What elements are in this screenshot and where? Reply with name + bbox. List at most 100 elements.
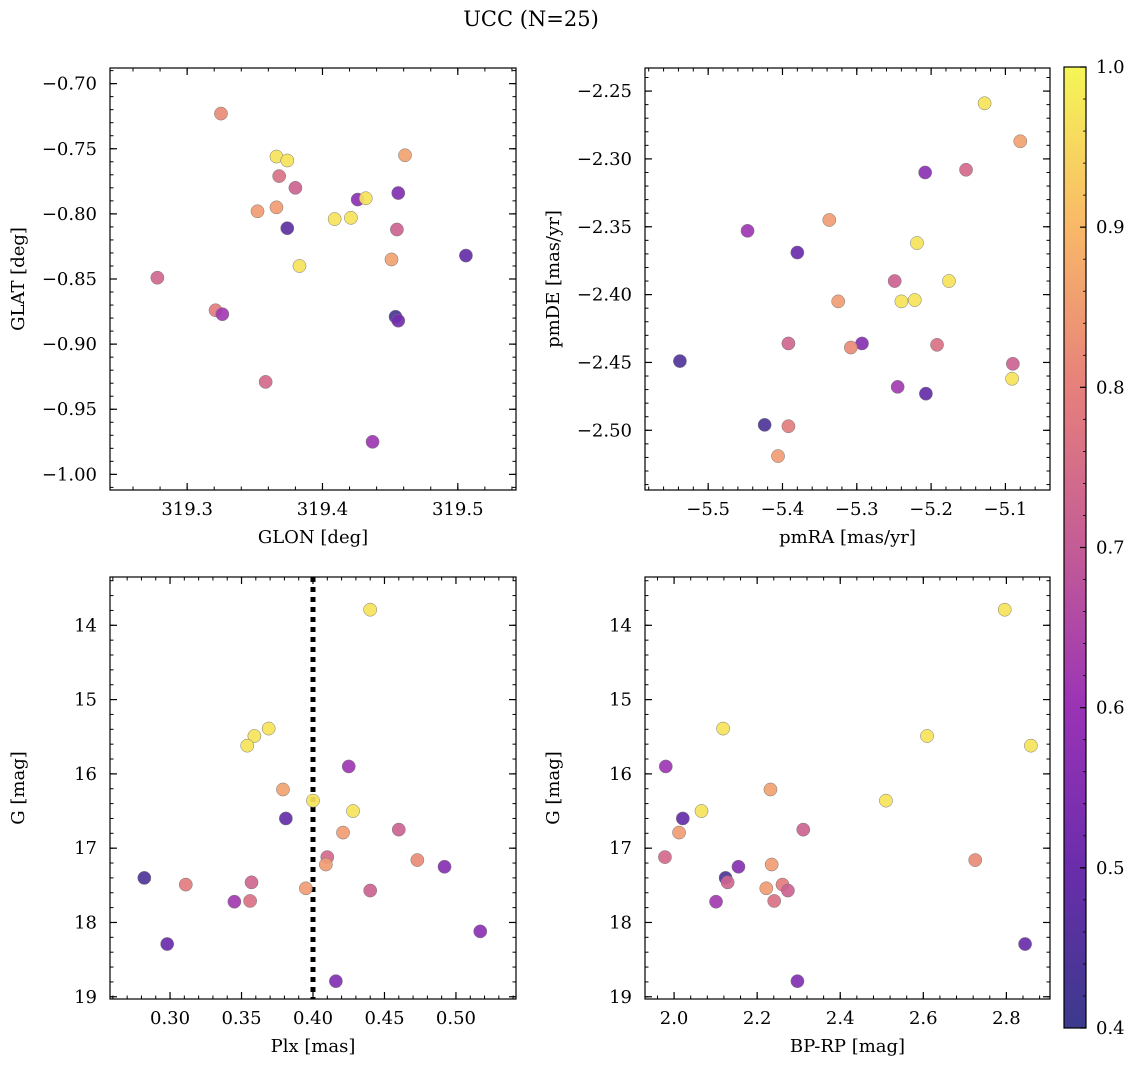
scatter-point xyxy=(767,894,782,908)
scatter-point xyxy=(437,859,452,874)
scatter-point xyxy=(959,162,973,177)
scatter-point xyxy=(365,434,380,449)
y-tick-label: −0.70 xyxy=(42,74,97,95)
y-tick-label: −0.75 xyxy=(42,139,97,160)
scatter-point xyxy=(920,729,934,743)
y-tick-label: 15 xyxy=(74,690,97,711)
scatter-point xyxy=(214,106,228,121)
scatter-point xyxy=(250,204,265,219)
x-tick-label: −5.3 xyxy=(835,499,879,520)
scatter-point xyxy=(675,811,690,826)
scatter-point xyxy=(410,853,425,867)
scatter-point xyxy=(280,153,295,168)
y-tick-label: −0.90 xyxy=(42,334,97,355)
y-tick-label: 17 xyxy=(74,838,97,859)
scatter-point xyxy=(907,293,922,307)
scatter-point xyxy=(243,894,257,908)
scatter-point xyxy=(918,165,933,180)
y-tick-label: 16 xyxy=(609,764,632,785)
x-tick-label: −5.2 xyxy=(909,499,953,520)
scatter-point xyxy=(258,375,273,389)
y-tick-label: 16 xyxy=(74,764,97,785)
scatter-point xyxy=(672,825,686,840)
scatter-point xyxy=(831,294,846,309)
x-tick-label: 319.4 xyxy=(297,499,349,520)
axes-frame xyxy=(644,67,1051,491)
scatter-point xyxy=(673,354,687,368)
scatter-point xyxy=(658,759,673,774)
colorbar-tick-label: 0.7 xyxy=(1096,538,1125,559)
colorbar-tick-label: 0.5 xyxy=(1096,858,1125,879)
scatter-point xyxy=(363,602,378,617)
y-tick-label: −0.95 xyxy=(42,399,97,420)
colorbar-tick-label: 0.6 xyxy=(1096,698,1125,719)
scatter-point xyxy=(272,169,287,183)
data-layer xyxy=(658,602,1038,989)
panel-glon-glat: 319.3 319.4 319.5 −1.00 −0.95 −0.90 −0.85 −0.80… xyxy=(8,67,517,548)
y-tick-label: 14 xyxy=(74,615,97,636)
scatter-point xyxy=(336,825,350,840)
scatter-point xyxy=(1024,738,1038,753)
scatter-point xyxy=(781,336,796,351)
scatter-point xyxy=(716,721,730,736)
x-tick-label: 2.4 xyxy=(826,1008,855,1029)
x-tick-label: 0.50 xyxy=(436,1008,476,1029)
colorbar-tick-label: 0.9 xyxy=(1096,217,1125,238)
scatter-point xyxy=(299,881,313,896)
x-tick-label: −5.5 xyxy=(686,499,730,520)
scatter-point xyxy=(327,212,342,226)
scatter-point xyxy=(390,222,404,237)
y-axis-label: pmDE [mas/yr] xyxy=(543,210,564,348)
scatter-point xyxy=(344,210,358,225)
y-tick-label: −2.40 xyxy=(577,285,632,306)
scatter-point xyxy=(764,857,779,872)
y-axis-label: GLAT [deg] xyxy=(8,227,29,331)
scatter-point xyxy=(709,894,723,909)
scatter-point xyxy=(278,811,293,826)
y-tick-label: −2.45 xyxy=(577,352,632,373)
scatter-point xyxy=(341,759,356,774)
scatter-point xyxy=(384,252,399,267)
scatter-point xyxy=(763,782,778,797)
scatter-point xyxy=(247,729,262,743)
panel-pmra-pmde: −5.5 −5.4 −5.3 −5.2 −5.1 −2.50 −2.45 −2.40 −2.35… xyxy=(543,67,1051,548)
y-tick-label: −0.85 xyxy=(42,269,97,290)
scatter-point xyxy=(306,793,320,808)
scatter-point xyxy=(398,148,412,163)
x-tick-label: 0.45 xyxy=(364,1008,404,1029)
scatter-point xyxy=(240,738,255,753)
panel-plx-g: 0.30 0.35 0.40 0.45 0.50 14 15 16 17 18 19 Plx [mas… xyxy=(8,576,517,1057)
data-layer xyxy=(150,106,473,449)
scatter-point xyxy=(822,213,837,227)
y-tick-label: −1.00 xyxy=(42,464,97,485)
scatter-point xyxy=(269,200,284,215)
x-tick-label: 0.35 xyxy=(221,1008,261,1029)
scatter-point xyxy=(459,248,473,263)
scatter-point xyxy=(1005,356,1020,371)
scatter-point xyxy=(363,883,378,898)
scatter-point xyxy=(1005,371,1019,386)
scatter-point xyxy=(178,877,193,892)
scatter-point xyxy=(740,223,755,238)
x-tick-label: −5.1 xyxy=(984,499,1028,520)
scatter-point xyxy=(244,875,259,890)
y-tick-label: −2.25 xyxy=(577,81,632,102)
y-tick-label: 19 xyxy=(609,987,632,1008)
y-axis-label: G [mag] xyxy=(543,751,564,824)
x-tick-label: 2.0 xyxy=(660,1008,689,1029)
y-tick-label: 15 xyxy=(609,690,632,711)
scatter-point xyxy=(227,894,242,909)
y-tick-label: −0.80 xyxy=(42,204,97,225)
scatter-point xyxy=(261,721,276,736)
scatter-point xyxy=(391,822,406,837)
x-tick-label: 319.3 xyxy=(161,499,213,520)
scatter-point xyxy=(346,804,360,818)
scatter-point xyxy=(894,294,909,309)
scatter-point xyxy=(977,96,992,111)
scatter-point xyxy=(790,245,805,260)
scatter-point xyxy=(720,875,735,890)
x-tick-label: 2.2 xyxy=(743,1008,772,1029)
colorbar-tick-label: 0.8 xyxy=(1096,377,1125,398)
scatter-point xyxy=(150,270,165,285)
